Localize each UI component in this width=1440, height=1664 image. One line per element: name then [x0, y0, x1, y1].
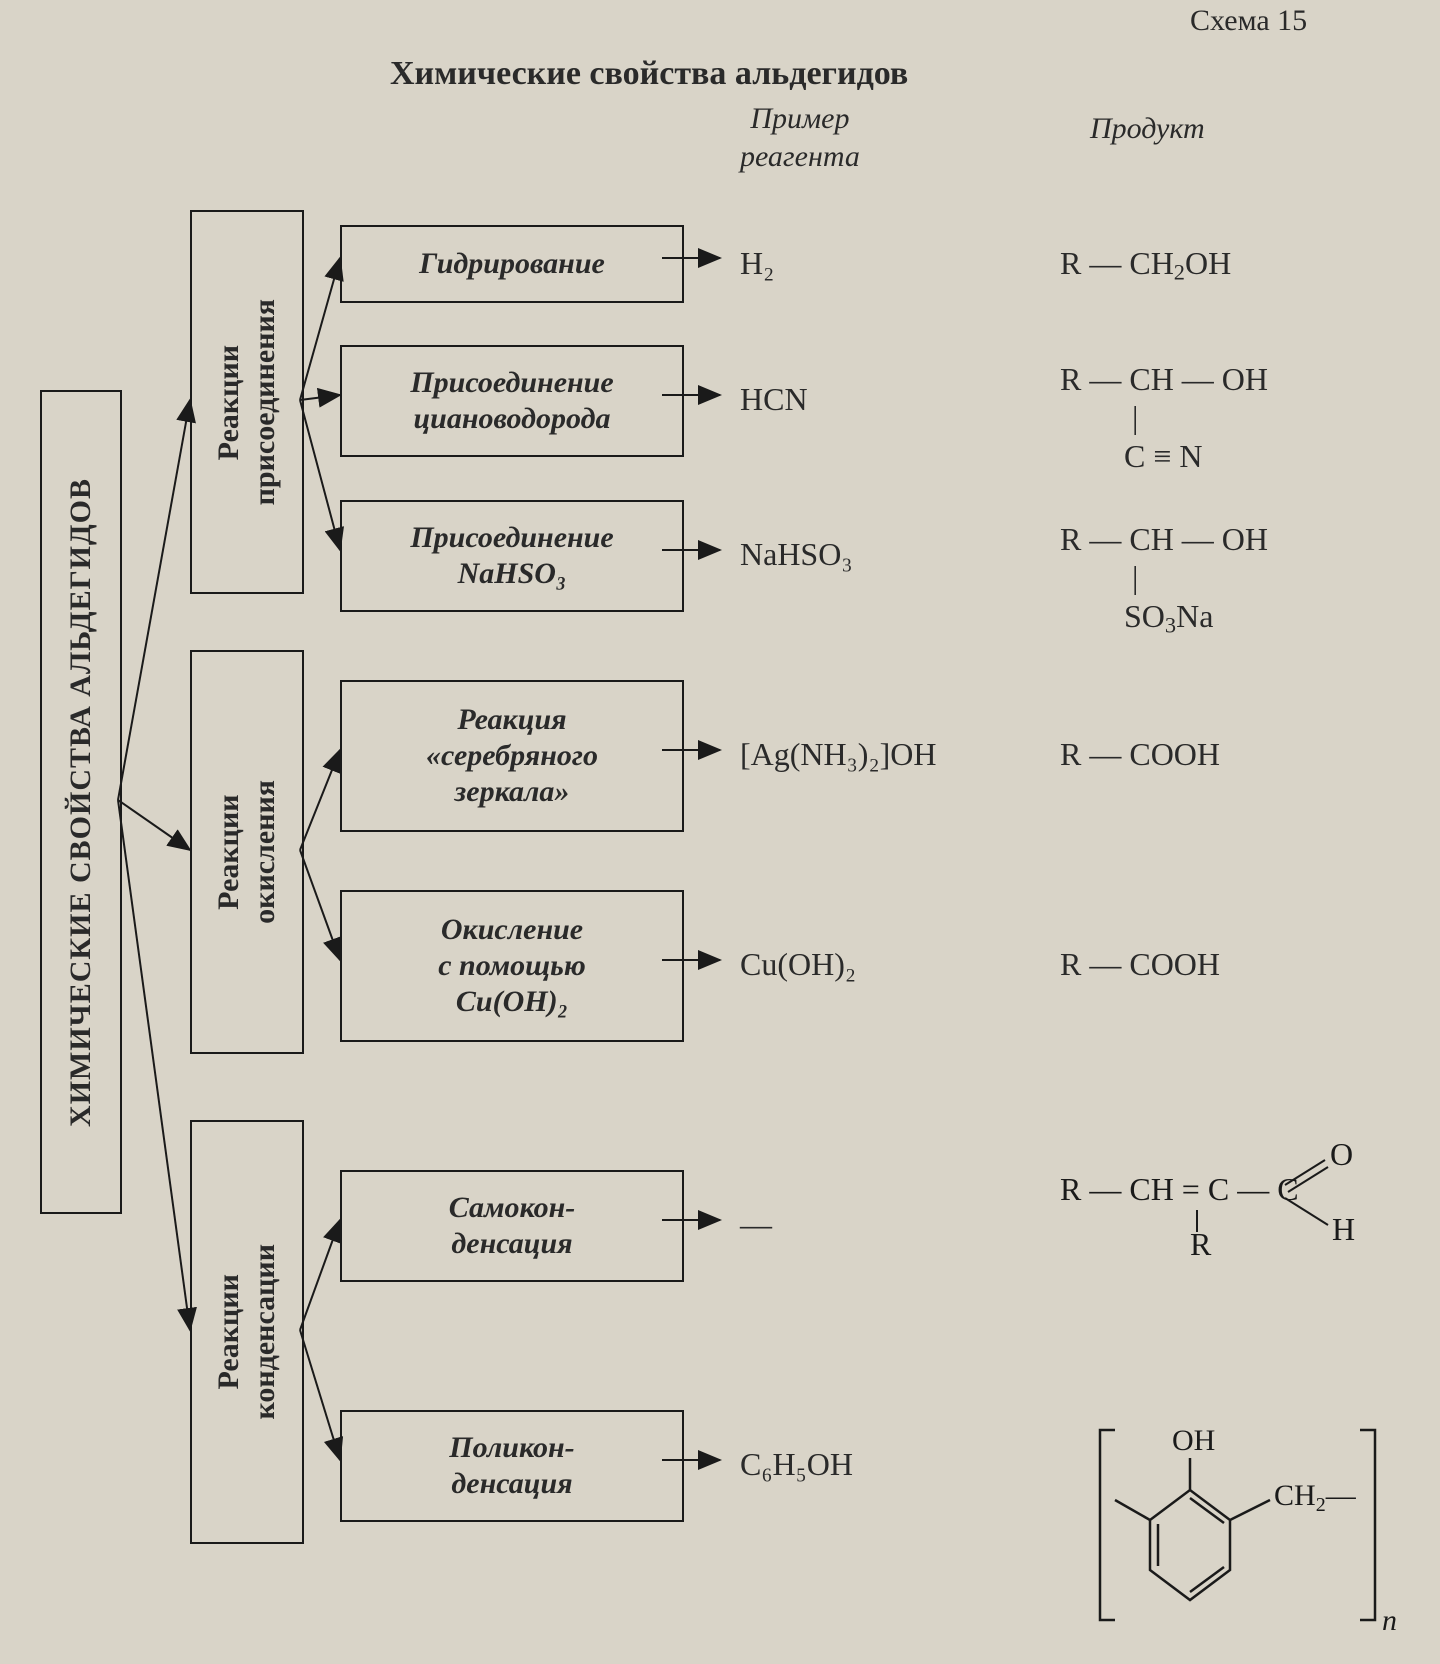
arrows-layer — [0, 0, 1440, 1664]
diagram-page: Схема 15 Химические свойства альдегидов … — [0, 0, 1440, 1664]
